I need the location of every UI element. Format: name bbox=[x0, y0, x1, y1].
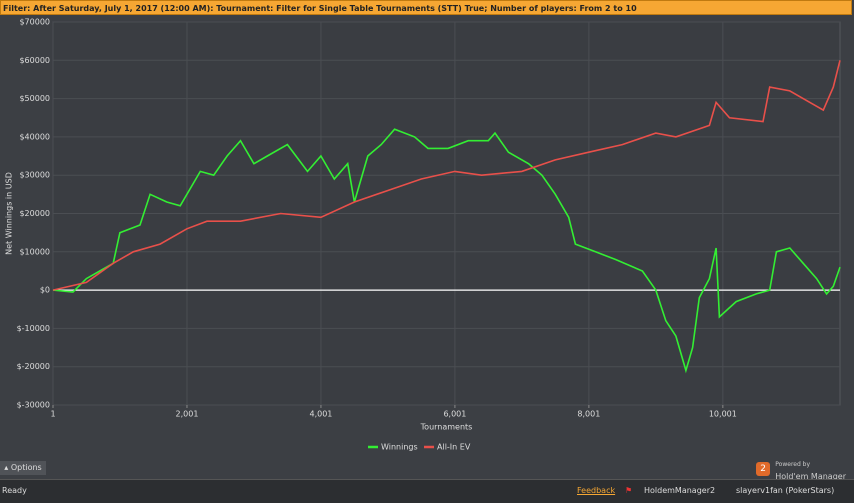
y-tick-label: $40000 bbox=[19, 132, 50, 141]
y-tick-label: $70000 bbox=[19, 18, 50, 27]
legend-label: Winnings bbox=[381, 443, 418, 452]
x-axis-label: Tournaments bbox=[420, 423, 473, 432]
series-line bbox=[52, 60, 841, 291]
status-text: Ready bbox=[2, 486, 27, 495]
y-tick-label: $10000 bbox=[19, 247, 50, 256]
options-button[interactable]: ▴ Options bbox=[0, 461, 46, 475]
y-tick-label: $-20000 bbox=[17, 362, 50, 371]
powered-by: Powered by bbox=[775, 461, 811, 468]
feedback-link[interactable]: Feedback bbox=[577, 486, 616, 495]
y-tick-label: $-10000 bbox=[17, 324, 50, 333]
user-name[interactable]: slayerv1fan (PokerStars) bbox=[736, 486, 835, 495]
app-name[interactable]: HoldemManager2 bbox=[644, 486, 716, 495]
flag-icon: ⚑ bbox=[625, 486, 633, 495]
y-tick-label: $30000 bbox=[19, 171, 50, 180]
y-axis-label: Net Winnings in USD bbox=[5, 172, 14, 255]
logo: 2 bbox=[756, 461, 771, 476]
x-tick-label: 1 bbox=[50, 410, 55, 419]
y-tick-label: $-30000 bbox=[17, 401, 50, 410]
x-tick-label: 8,001 bbox=[577, 410, 600, 419]
y-tick-label: $0 bbox=[40, 286, 50, 295]
options-label: Options bbox=[10, 463, 42, 472]
x-tick-label: 10,001 bbox=[709, 410, 737, 419]
series-line bbox=[52, 128, 841, 374]
y-tick-label: $60000 bbox=[19, 56, 50, 65]
y-tick-label: $50000 bbox=[19, 94, 50, 103]
brand-name: Hold'em Manager bbox=[775, 472, 846, 481]
filter-bar: Filter: After Saturday, July 1, 2017 (12… bbox=[0, 0, 852, 15]
legend-label: All-In EV bbox=[437, 443, 471, 452]
chart: $-30000 $-20000 $-10000 $0 $10000 $20000 $3000… bbox=[5, 18, 841, 452]
status-bar: Ready Feedback ⚑ HoldemManager2 slayerv1… bbox=[0, 479, 854, 503]
y-tick-label: $20000 bbox=[19, 209, 50, 218]
x-tick-label: 2,001 bbox=[176, 410, 199, 419]
x-tick-label: 4,001 bbox=[309, 410, 332, 419]
branding: 2 Powered by Hold'em Manager bbox=[756, 456, 846, 481]
x-tick-label: 6,001 bbox=[443, 410, 466, 419]
